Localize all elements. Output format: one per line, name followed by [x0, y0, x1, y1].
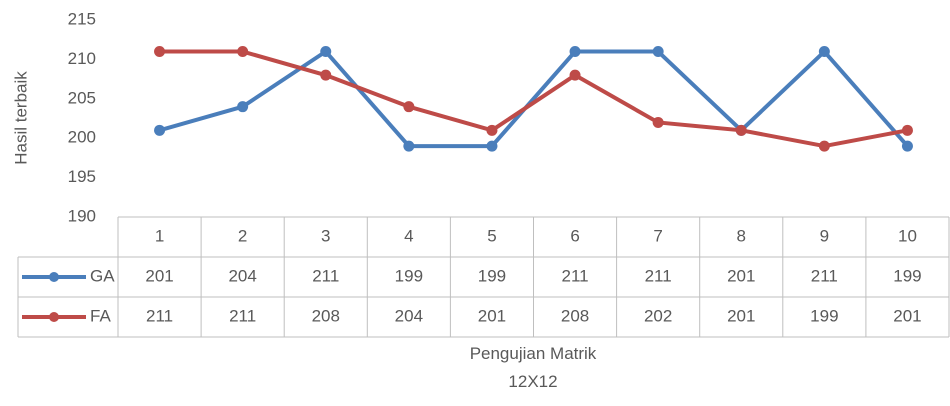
- y-tick-label: 195: [68, 167, 96, 186]
- data-point: [154, 124, 166, 136]
- table-value: 199: [893, 266, 921, 285]
- x-tick-label: 2: [238, 226, 247, 245]
- x-tick-label: 7: [653, 226, 662, 245]
- data-point: [320, 69, 332, 81]
- x-tick-label: 8: [737, 226, 746, 245]
- table-value: 199: [810, 306, 838, 325]
- table-value: 204: [228, 266, 256, 285]
- table-value: 199: [478, 266, 506, 285]
- x-tick-label: 9: [820, 226, 829, 245]
- x-tick-label: 3: [321, 226, 330, 245]
- legend-label: GA: [90, 266, 115, 285]
- data-point: [486, 140, 498, 152]
- table-value: 211: [561, 266, 588, 285]
- data-point: [320, 46, 332, 58]
- data-point: [154, 46, 166, 58]
- data-point: [735, 124, 747, 136]
- table-value: 199: [395, 266, 423, 285]
- table-value: 211: [312, 266, 339, 285]
- table-value: 211: [146, 306, 173, 325]
- table-value: 201: [727, 306, 755, 325]
- y-tick-label: 190: [68, 206, 96, 225]
- table-value: 201: [893, 306, 921, 325]
- data-point: [818, 140, 830, 152]
- x-axis-label: Pengujian Matrik 12X12: [469, 344, 597, 391]
- data-point: [652, 116, 664, 128]
- x-tick-label: 1: [155, 226, 164, 245]
- data-point: [569, 46, 581, 58]
- data-point: [901, 124, 913, 136]
- y-axis-label: Hasil terbaik: [11, 71, 30, 165]
- legend-marker: [49, 272, 59, 282]
- series-line: [159, 49, 909, 149]
- y-tick-label: 205: [68, 88, 96, 107]
- data-point: [403, 140, 415, 152]
- x-tick-label: 10: [898, 226, 917, 245]
- table-value: 204: [395, 306, 423, 325]
- series-line: [159, 49, 908, 149]
- y-tick-label: 200: [68, 128, 96, 147]
- y-tick-label: 210: [68, 49, 96, 68]
- legend-marker: [49, 312, 59, 322]
- table-value: 202: [644, 306, 672, 325]
- data-point: [486, 124, 498, 136]
- data-point: [652, 46, 664, 58]
- table-value: 201: [145, 266, 173, 285]
- y-tick-label: 215: [68, 9, 96, 28]
- data-point: [818, 46, 830, 58]
- x-tick-label: 6: [570, 226, 579, 245]
- legend-label: FA: [90, 306, 111, 325]
- table-value: 211: [229, 306, 256, 325]
- table-value: 208: [561, 306, 589, 325]
- table-value: 211: [811, 266, 838, 285]
- data-point: [569, 69, 581, 81]
- table-value: 201: [727, 266, 755, 285]
- table-value: 208: [312, 306, 340, 325]
- data-point: [901, 140, 913, 152]
- data-point: [237, 101, 249, 113]
- data-point: [403, 101, 415, 113]
- x-tick-label: 4: [404, 226, 413, 245]
- table-value: 201: [478, 306, 506, 325]
- table-value: 211: [645, 266, 672, 285]
- x-tick-label: 5: [487, 226, 496, 245]
- data-point: [237, 46, 249, 58]
